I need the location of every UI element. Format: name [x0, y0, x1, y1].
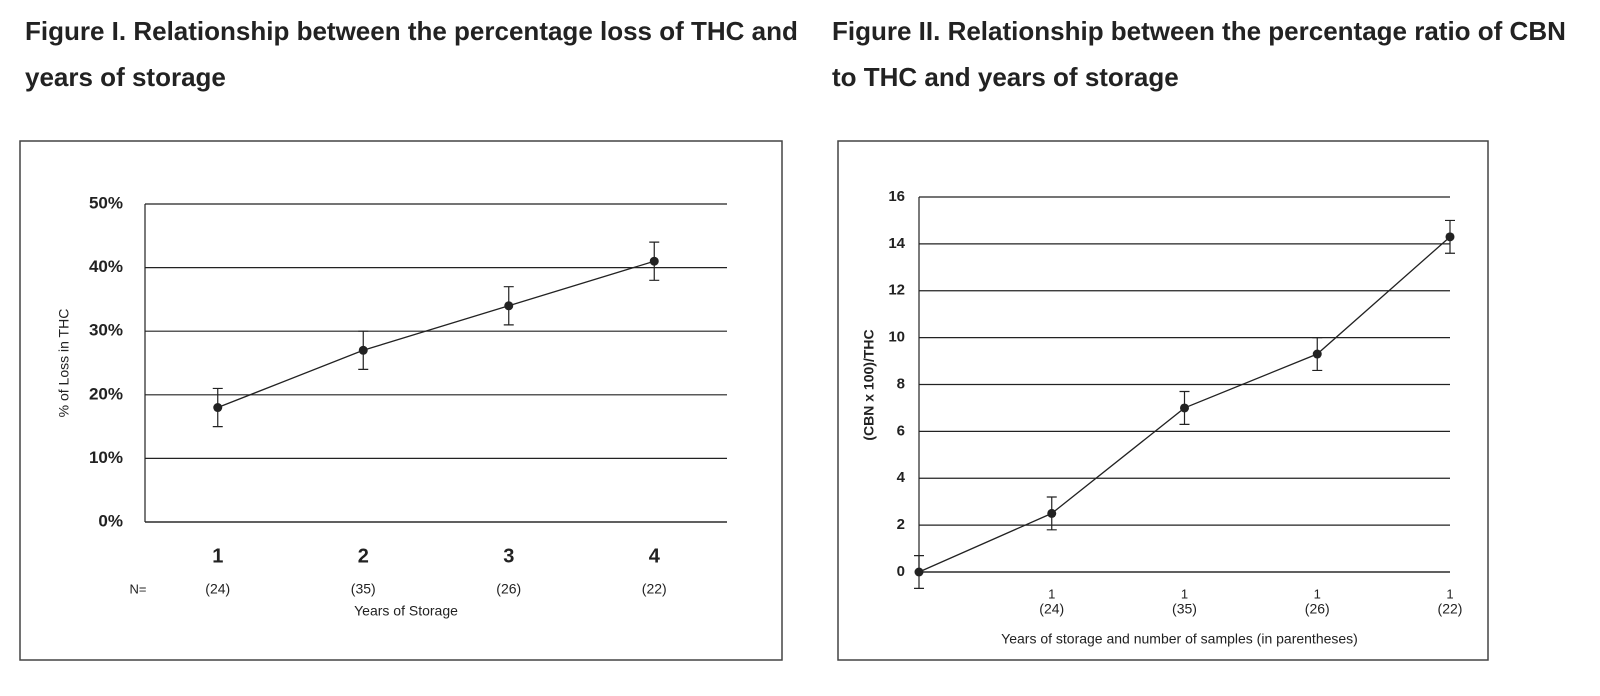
- sample-count: (22): [642, 581, 667, 597]
- line: [217, 260, 655, 409]
- sample-count: (35): [1172, 601, 1197, 617]
- chart-frame: [837, 140, 1489, 661]
- y-tick-label: 10%: [89, 448, 123, 467]
- y-axis-title: (CBN x 100)/THC: [861, 329, 877, 440]
- point: [914, 567, 924, 577]
- y-tick-label: 10: [888, 329, 905, 346]
- x-tick-label: 3: [503, 545, 514, 567]
- y-tick-label: 4: [897, 469, 906, 486]
- x-tick-label: 2: [358, 545, 369, 567]
- y-tick-label: 40%: [89, 257, 123, 276]
- y-tick-label: 30%: [89, 321, 123, 340]
- point: [213, 403, 223, 413]
- y-tick-label: 0%: [98, 511, 123, 530]
- x-tick-label: 1: [1446, 586, 1453, 601]
- n-label: N=: [130, 581, 147, 596]
- y-tick-label: 16: [888, 188, 905, 205]
- point: [358, 345, 368, 355]
- x-tick-label: 4: [649, 545, 661, 567]
- x-axis-title: Years of storage and number of samples (…: [1001, 631, 1358, 647]
- chart-title: Figure I. Relationship between the perce…: [25, 16, 798, 92]
- sample-count: (26): [496, 581, 521, 597]
- y-tick-label: 14: [888, 235, 905, 252]
- x-tick-label: 1: [1048, 586, 1055, 601]
- x-tick-label: 1: [1314, 586, 1321, 601]
- x-tick-label: 1: [1181, 586, 1188, 601]
- sample-count: (35): [351, 581, 376, 597]
- y-tick-label: 8: [897, 375, 905, 392]
- point: [1047, 508, 1057, 518]
- y-tick-label: 2: [897, 516, 905, 533]
- y-tick-label: 50%: [89, 193, 123, 212]
- y-tick-label: 6: [897, 422, 905, 439]
- sample-count: (24): [205, 581, 230, 597]
- point: [504, 301, 514, 311]
- chart-frame: [19, 140, 783, 661]
- chart-title: Figure II. Relationship between the perc…: [832, 16, 1566, 92]
- y-tick-label: 0: [897, 563, 905, 580]
- y-tick-label: 20%: [89, 384, 123, 403]
- x-tick-label: 1: [212, 545, 223, 567]
- x-axis-title: Years of Storage: [354, 603, 458, 619]
- point: [1312, 349, 1322, 359]
- y-tick-label: 12: [888, 282, 905, 299]
- point: [1180, 403, 1189, 413]
- sample-count: (24): [1039, 601, 1064, 617]
- y-axis-title: % of Loss in THC: [56, 309, 72, 418]
- sample-count: (22): [1438, 601, 1463, 617]
- point: [649, 256, 659, 266]
- sample-count: (26): [1305, 601, 1330, 617]
- point: [1445, 232, 1455, 242]
